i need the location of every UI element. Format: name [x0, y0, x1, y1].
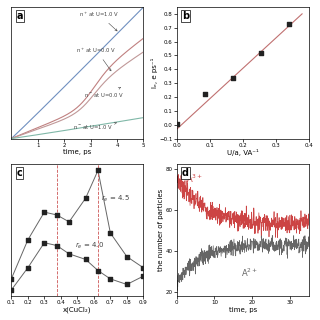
Point [42, 240, 47, 245]
Text: n$^-$ at U=1.0 V: n$^-$ at U=1.0 V [73, 122, 117, 132]
Y-axis label: Iₑ, e ps⁻¹: Iₑ, e ps⁻¹ [151, 58, 158, 88]
Text: n$^+$ at U=0.0 V: n$^+$ at U=0.0 V [76, 46, 116, 71]
Text: c: c [17, 168, 22, 178]
Point [42, 210, 47, 215]
Text: n$^-$ at U=0.0 V: n$^-$ at U=0.0 V [84, 87, 124, 99]
Point [9, 276, 14, 282]
Text: b: b [182, 11, 189, 21]
Point [141, 274, 146, 279]
Point [95, 168, 100, 173]
X-axis label: time, ps: time, ps [228, 307, 257, 313]
Point [95, 268, 100, 273]
Point [9, 287, 14, 292]
Y-axis label: the number of particles: the number of particles [158, 189, 164, 271]
Text: n$^+$ at U=1.0 V: n$^+$ at U=1.0 V [79, 10, 119, 31]
Point [108, 230, 113, 236]
Point [67, 219, 72, 224]
Text: d: d [182, 168, 189, 178]
Point [54, 212, 59, 218]
Point [286, 22, 292, 27]
X-axis label: x(CuCl₂): x(CuCl₂) [63, 307, 92, 313]
Text: A$^{2+}$: A$^{2+}$ [241, 267, 258, 279]
Point [202, 91, 207, 96]
Text: $r_e$ = 4.5: $r_e$ = 4.5 [101, 194, 130, 204]
X-axis label: U/a, VA⁻¹: U/a, VA⁻¹ [227, 149, 259, 156]
Point [54, 243, 59, 248]
Point [258, 50, 263, 55]
Point [25, 265, 30, 270]
Text: a: a [17, 11, 23, 21]
Point [230, 76, 235, 81]
Point [124, 254, 129, 259]
Point [141, 265, 146, 270]
Point [25, 237, 30, 243]
Text: A$^{3+}$: A$^{3+}$ [186, 172, 203, 185]
Point [83, 196, 88, 201]
Point [83, 257, 88, 262]
Text: $r_e$ = 4.0: $r_e$ = 4.0 [75, 240, 104, 251]
Point [124, 282, 129, 287]
Point [108, 276, 113, 282]
Point [67, 251, 72, 256]
X-axis label: time, ps: time, ps [63, 149, 92, 155]
Point [174, 121, 179, 126]
